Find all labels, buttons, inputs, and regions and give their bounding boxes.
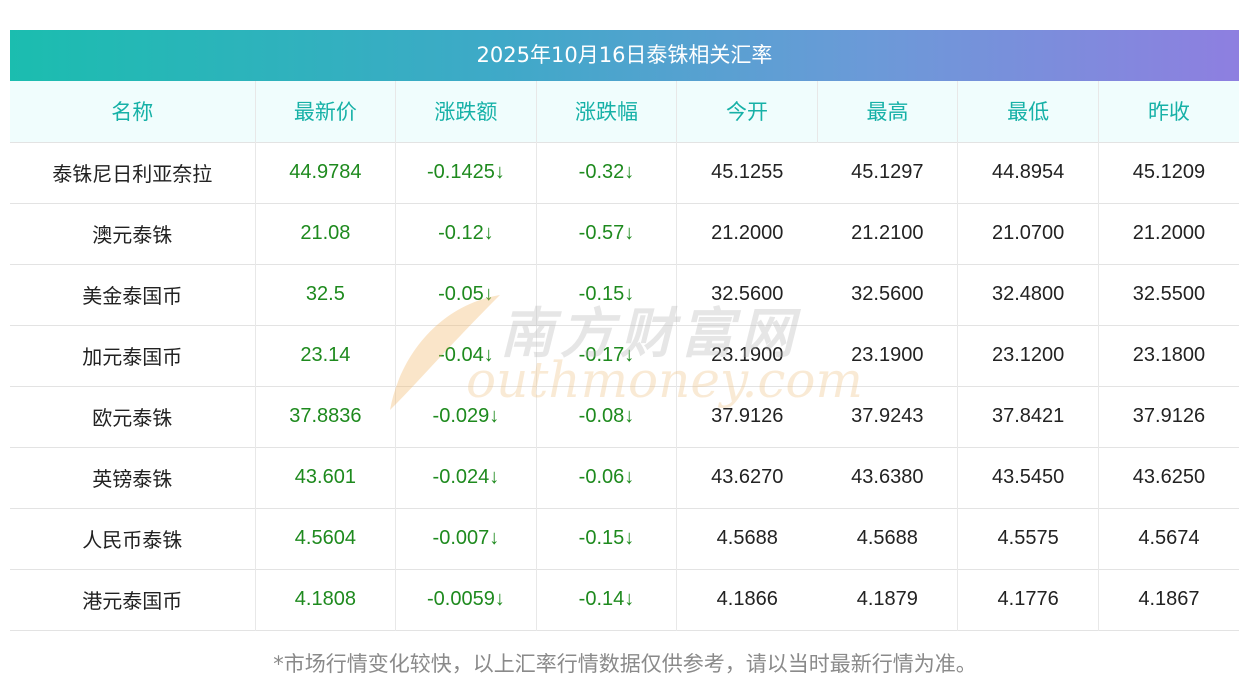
cell-prev: 4.5674 xyxy=(1138,527,1200,549)
table-row: 泰铢尼日利亚奈拉 44.9784 -0.1425↓ -0.32↓ 45.1255… xyxy=(10,142,1239,203)
cell-latest: 43.601 xyxy=(255,447,397,508)
table-row: 港元泰国币 4.1808 -0.0059↓ -0.14↓ 4.1866 4.18… xyxy=(10,569,1239,630)
cell-high: 37.9243 xyxy=(851,405,924,427)
cell-prev: 32.5500 xyxy=(1132,283,1206,305)
cell-high: 43.6380 xyxy=(851,466,924,488)
cell-latest: 4.5604 xyxy=(255,508,397,569)
table-row: 欧元泰铢 37.8836 -0.029↓ -0.08↓ 37.9126 37.9… xyxy=(10,386,1239,447)
cell-low: 23.1200 xyxy=(957,325,1099,386)
cell-prev: 21.2000 xyxy=(1132,222,1206,244)
cell-name: 泰铢尼日利亚奈拉 xyxy=(10,142,256,203)
rate-table: 名称 最新价 涨跌额 涨跌幅 今开 最高 最低 昨收 泰铢尼日利亚奈拉 44.9… xyxy=(10,81,1239,631)
cell-name: 美金泰国币 xyxy=(10,264,256,325)
cell-change: -0.007↓ xyxy=(395,508,537,569)
cell-name: 人民币泰铢 xyxy=(10,508,256,569)
cell-latest: 23.14 xyxy=(255,325,397,386)
cell-high: 21.2100 xyxy=(851,222,924,244)
header-open: 今开 xyxy=(676,81,818,142)
cell-open: 45.1255 xyxy=(711,161,784,183)
header-row: 名称 最新价 涨跌额 涨跌幅 今开 最高 最低 昨收 xyxy=(10,81,1239,142)
cell-prev: 23.1800 xyxy=(1132,344,1206,366)
cell-pct: -0.32↓ xyxy=(536,142,678,203)
cell-change: -0.1425↓ xyxy=(395,142,537,203)
table-row: 加元泰国币 23.14 -0.04↓ -0.17↓ 23.1900 23.190… xyxy=(10,325,1239,386)
cell-pct: -0.17↓ xyxy=(536,325,678,386)
cell-open: 21.2000 xyxy=(711,222,784,244)
cell-high: 32.5600 xyxy=(851,283,924,305)
cell-latest: 21.08 xyxy=(255,203,397,264)
cell-low: 37.8421 xyxy=(957,386,1099,447)
cell-change: -0.12↓ xyxy=(395,203,537,264)
cell-high: 4.1879 xyxy=(856,588,918,610)
cell-open: 4.5688 xyxy=(716,527,778,549)
cell-low: 4.5575 xyxy=(957,508,1099,569)
cell-prev: 37.9126 xyxy=(1132,405,1206,427)
table-row: 英镑泰铢 43.601 -0.024↓ -0.06↓ 43.6270 43.63… xyxy=(10,447,1239,508)
cell-name: 欧元泰铢 xyxy=(10,386,256,447)
cell-change: -0.0059↓ xyxy=(395,569,537,630)
cell-low: 32.4800 xyxy=(957,264,1099,325)
cell-latest: 4.1808 xyxy=(255,569,397,630)
cell-change: -0.04↓ xyxy=(395,325,537,386)
table-row: 美金泰国币 32.5 -0.05↓ -0.15↓ 32.5600 32.5600… xyxy=(10,264,1239,325)
cell-change: -0.029↓ xyxy=(395,386,537,447)
header-high: 最高 xyxy=(817,81,959,142)
cell-name: 澳元泰铢 xyxy=(10,203,256,264)
cell-high: 4.5688 xyxy=(856,527,918,549)
cell-open: 43.6270 xyxy=(711,466,784,488)
cell-open: 37.9126 xyxy=(711,405,784,427)
cell-prev: 4.1867 xyxy=(1138,588,1200,610)
cell-high: 45.1297 xyxy=(851,161,924,183)
cell-pct: -0.15↓ xyxy=(536,508,678,569)
table-row: 澳元泰铢 21.08 -0.12↓ -0.57↓ 21.2000 21.2100… xyxy=(10,203,1239,264)
table-row: 人民币泰铢 4.5604 -0.007↓ -0.15↓ 4.5688 4.568… xyxy=(10,508,1239,569)
cell-open: 23.1900 xyxy=(711,344,784,366)
cell-name: 英镑泰铢 xyxy=(10,447,256,508)
header-latest: 最新价 xyxy=(255,81,397,142)
header-name: 名称 xyxy=(10,81,256,142)
cell-low: 44.8954 xyxy=(957,142,1099,203)
header-prev: 昨收 xyxy=(1147,100,1190,125)
cell-change: -0.024↓ xyxy=(395,447,537,508)
cell-prev: 43.6250 xyxy=(1132,466,1206,488)
cell-pct: -0.57↓ xyxy=(536,203,678,264)
cell-low: 4.1776 xyxy=(957,569,1099,630)
header-low: 最低 xyxy=(957,81,1099,142)
table-title: 2025年10月16日泰铢相关汇率 xyxy=(10,30,1239,81)
rate-table-card: 2025年10月16日泰铢相关汇率 名称 最新价 涨跌额 涨跌幅 今开 最高 最… xyxy=(10,30,1239,631)
cell-latest: 44.9784 xyxy=(255,142,397,203)
header-pct: 涨跌幅 xyxy=(536,81,678,142)
header-change: 涨跌额 xyxy=(395,81,537,142)
cell-name: 加元泰国币 xyxy=(10,325,256,386)
cell-low: 43.5450 xyxy=(957,447,1099,508)
cell-low: 21.0700 xyxy=(957,203,1099,264)
cell-pct: -0.08↓ xyxy=(536,386,678,447)
cell-open: 4.1866 xyxy=(716,588,778,610)
cell-pct: -0.14↓ xyxy=(536,569,678,630)
cell-prev: 45.1209 xyxy=(1132,161,1206,183)
cell-name: 港元泰国币 xyxy=(10,569,256,630)
cell-high: 23.1900 xyxy=(851,344,924,366)
cell-change: -0.05↓ xyxy=(395,264,537,325)
cell-latest: 32.5 xyxy=(255,264,397,325)
cell-pct: -0.06↓ xyxy=(536,447,678,508)
disclaimer-note: *市场行情变化较快，以上汇率行情数据仅供参考，请以当时最新行情为准。 xyxy=(273,652,977,676)
cell-latest: 37.8836 xyxy=(255,386,397,447)
cell-open: 32.5600 xyxy=(711,283,784,305)
cell-pct: -0.15↓ xyxy=(536,264,678,325)
